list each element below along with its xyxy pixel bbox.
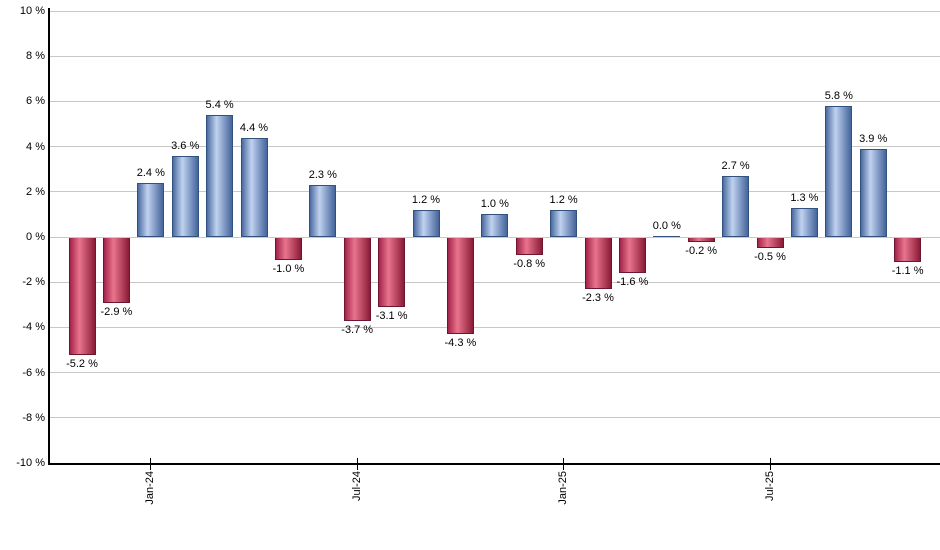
bar-value-label: -1.0 % bbox=[272, 262, 305, 275]
bar-value-label: -3.1 % bbox=[375, 310, 408, 323]
x-axis-tick-label: Jan-25 bbox=[557, 471, 570, 505]
bar-4[interactable] bbox=[171, 155, 199, 237]
bar-value-label: -2.9 % bbox=[100, 305, 133, 318]
bar-16[interactable] bbox=[584, 237, 612, 289]
y-axis-tick-label: 8 % bbox=[26, 50, 45, 63]
bar-6[interactable] bbox=[240, 137, 268, 237]
x-axis-tick bbox=[356, 458, 358, 470]
y-axis-tick-label: 2 % bbox=[26, 185, 45, 198]
bar-value-label: -1.1 % bbox=[891, 264, 924, 277]
y-axis-tick-label: -10 % bbox=[16, 457, 45, 469]
bar-value-label: -2.3 % bbox=[582, 291, 614, 304]
bar-13[interactable] bbox=[481, 214, 509, 237]
bar-23[interactable] bbox=[825, 105, 853, 237]
x-axis-line bbox=[48, 462, 940, 465]
bar-value-label: -0.5 % bbox=[754, 251, 786, 264]
gridline bbox=[49, 10, 940, 12]
bar-value-label: 5.8 % bbox=[824, 89, 853, 102]
gridline bbox=[49, 417, 940, 419]
bar-22[interactable] bbox=[790, 207, 818, 237]
bar-value-label: 0.0 % bbox=[652, 219, 681, 232]
y-axis-tick-label: 0 % bbox=[26, 231, 45, 243]
gridline bbox=[49, 146, 940, 148]
bar-21[interactable] bbox=[756, 237, 784, 249]
gridline bbox=[49, 55, 940, 57]
x-axis-tick-label: Jan-24 bbox=[144, 471, 157, 505]
y-axis-tick-label: 4 % bbox=[26, 140, 45, 153]
gridline bbox=[49, 281, 940, 283]
bar-2[interactable] bbox=[102, 237, 130, 303]
gridline bbox=[49, 326, 940, 328]
gridline bbox=[49, 100, 940, 102]
bar-19[interactable] bbox=[687, 237, 715, 242]
bar-25[interactable] bbox=[894, 237, 922, 262]
bar-11[interactable] bbox=[412, 209, 440, 237]
x-axis-tick bbox=[769, 458, 771, 470]
bar-5[interactable] bbox=[206, 114, 234, 237]
bar-17[interactable] bbox=[618, 237, 646, 274]
bar-value-label: 1.2 % bbox=[549, 193, 578, 206]
gridline bbox=[49, 236, 940, 238]
bar-value-label: -0.2 % bbox=[685, 244, 718, 257]
y-axis-tick-label: 6 % bbox=[26, 95, 45, 108]
gridline bbox=[49, 191, 940, 193]
bar-value-label: 3.9 % bbox=[859, 132, 888, 145]
gridline bbox=[49, 372, 940, 374]
bar-9[interactable] bbox=[343, 237, 371, 321]
bar-8[interactable] bbox=[309, 185, 337, 237]
x-axis-tick-label: Jul-24 bbox=[350, 471, 363, 501]
bar-value-label: 2.3 % bbox=[308, 169, 337, 182]
x-axis-tick bbox=[150, 458, 152, 470]
bar-value-label: -0.8 % bbox=[513, 258, 546, 271]
bar-value-label: 5.4 % bbox=[205, 98, 234, 111]
bar-value-label: 1.3 % bbox=[790, 191, 819, 204]
bar-value-label: -1.6 % bbox=[616, 276, 649, 289]
bar-value-label: -5.2 % bbox=[66, 357, 98, 370]
bar-value-label: 1.2 % bbox=[411, 193, 441, 206]
bar-14[interactable] bbox=[515, 237, 543, 256]
bar-value-label: 4.4 % bbox=[239, 121, 269, 134]
y-axis-tick-label: -2 % bbox=[22, 276, 45, 289]
y-axis-tick-label: 10 % bbox=[19, 5, 45, 17]
bar-1[interactable] bbox=[68, 237, 96, 355]
bar-value-label: -4.3 % bbox=[444, 337, 477, 350]
bar-15[interactable] bbox=[550, 209, 578, 237]
bar-20[interactable] bbox=[722, 175, 750, 237]
bar-7[interactable] bbox=[274, 237, 302, 260]
bar-24[interactable] bbox=[859, 148, 887, 237]
bar-value-label: 3.6 % bbox=[171, 139, 200, 152]
bar-10[interactable] bbox=[378, 237, 406, 308]
y-axis-tick-label: -4 % bbox=[22, 321, 45, 334]
bar-value-label: 2.7 % bbox=[721, 159, 750, 172]
y-axis-line bbox=[48, 8, 50, 465]
y-axis-tick-label: -6 % bbox=[22, 366, 45, 379]
bar-value-label: 1.0 % bbox=[480, 198, 509, 211]
bar-12[interactable] bbox=[446, 237, 474, 335]
bar-3[interactable] bbox=[137, 182, 165, 237]
bar-value-label: 2.4 % bbox=[136, 166, 165, 179]
x-axis-tick bbox=[563, 458, 565, 470]
bar-value-label: -3.7 % bbox=[341, 323, 374, 336]
y-axis-tick-label: -8 % bbox=[22, 411, 45, 424]
x-axis-tick-label: Jul-25 bbox=[763, 471, 776, 501]
